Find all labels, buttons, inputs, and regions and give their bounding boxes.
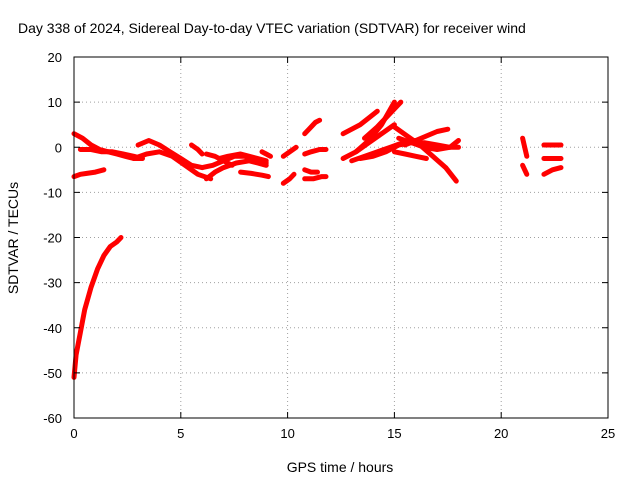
y-tick-label: 20: [48, 50, 62, 65]
series-arc-2: [71, 167, 107, 180]
series-arc-23: [362, 99, 404, 141]
plot-frame: [73, 56, 609, 419]
y-tick-label: -40: [43, 321, 62, 336]
series-arc-15: [280, 171, 297, 186]
x-tick-label: 5: [177, 426, 184, 441]
series-arc-11: [203, 151, 235, 168]
y-tick-label: -30: [43, 276, 62, 291]
series-arc-16: [302, 147, 329, 157]
y-tick-label: -10: [43, 185, 62, 200]
series-arc-28: [402, 126, 451, 148]
series-arc-20: [340, 108, 380, 137]
series-arc-6: [131, 149, 214, 182]
series-arc-17: [302, 174, 329, 182]
series-arc-30: [520, 135, 530, 159]
x-axis-label: GPS time / hours: [287, 459, 394, 475]
y-tick-label: -50: [43, 366, 62, 381]
x-tick-label: 25: [601, 426, 615, 441]
x-tick-label: 0: [70, 426, 77, 441]
tick-layer: 0 5 10 15 20 25 -60 -50 -40 -30 -20 -10 0 10 20: [43, 50, 615, 441]
series-arc-14: [280, 144, 299, 159]
y-axis-label: SDTVAR / TECUs: [5, 182, 21, 294]
series-arc-7: [189, 142, 205, 157]
series-arc-31: [520, 162, 530, 177]
series-arc-34: [541, 165, 564, 177]
y-tick-label: -20: [43, 231, 62, 246]
series-arc-29: [391, 149, 429, 161]
x-tick-label: 15: [387, 426, 401, 441]
series-arc-13: [259, 149, 273, 159]
series-arc-10: [216, 151, 269, 164]
chart-title: Day 338 of 2024, Sidereal Day-to-day VTE…: [18, 20, 526, 36]
series-layer: [71, 99, 564, 380]
series-arc-12: [238, 169, 271, 180]
y-tick-label: 0: [55, 140, 62, 155]
series-arc-1: [71, 235, 124, 380]
series-arc-5: [135, 138, 205, 171]
y-tick-label: 10: [48, 95, 62, 110]
grid-layer: [74, 57, 608, 418]
y-tick-label: -60: [43, 411, 62, 426]
series-arc-19: [302, 167, 320, 175]
series-arc-18: [302, 117, 323, 137]
series-arc-26: [391, 124, 459, 184]
x-tick-label: 20: [494, 426, 508, 441]
x-tick-label: 10: [280, 426, 294, 441]
